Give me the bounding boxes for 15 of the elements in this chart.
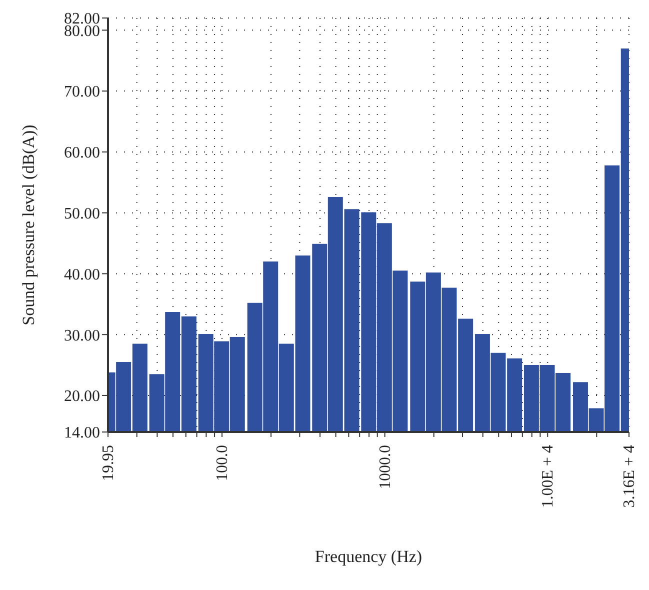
x-tick-label: 19.95 (100, 445, 117, 481)
y-tick-label: 80.00 (64, 22, 100, 40)
x-axis-title: Frequency (Hz) (314, 547, 422, 566)
y-tick-label: 50.00 (64, 206, 100, 223)
x-tick-label: 1.00E + 4 (540, 445, 557, 508)
y-axis-title: Sound pressure level (dB(A)) (19, 124, 38, 326)
y-tick-label: 40.00 (64, 266, 100, 284)
y-tick-label: 20.00 (64, 388, 100, 406)
x-tick-label: 1000.0 (376, 445, 394, 489)
x-tick-label: 3.16E + 4 (621, 445, 638, 508)
y-tick-label: 70.00 (64, 84, 100, 101)
x-tick-label: 100.0 (214, 445, 231, 481)
y-tick-label: 60.00 (64, 144, 100, 162)
y-tick-label: 30.00 (64, 327, 100, 344)
y-tick-label: 14.00 (64, 424, 100, 442)
